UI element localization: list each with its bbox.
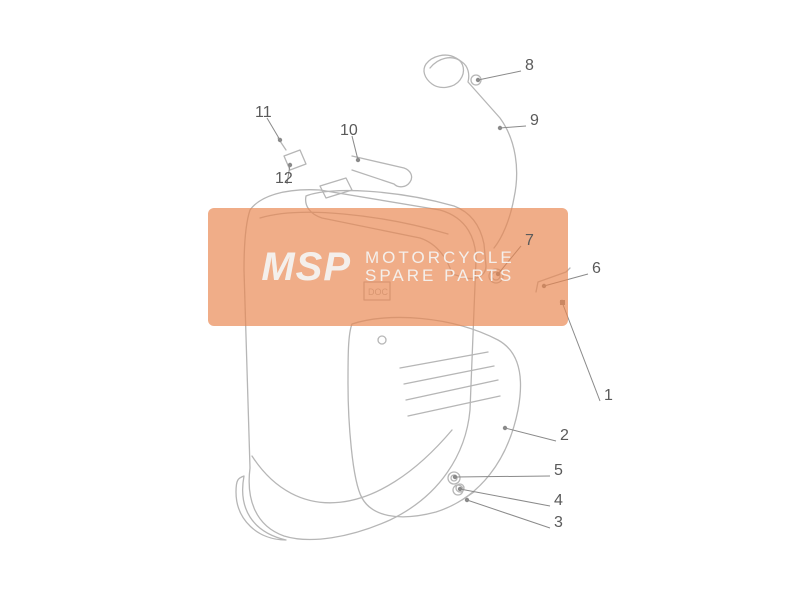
callout-8: 8 bbox=[525, 57, 534, 75]
watermark-logo-text: MSP bbox=[261, 245, 351, 290]
callout-7: 7 bbox=[525, 232, 534, 250]
callout-12: 12 bbox=[275, 170, 293, 188]
callout-9: 9 bbox=[530, 112, 539, 130]
callout-4: 4 bbox=[554, 492, 563, 510]
callout-3: 3 bbox=[554, 514, 563, 532]
watermark-tagline: MOTORCYCLE SPARE PARTS bbox=[365, 249, 515, 285]
callout-6: 6 bbox=[592, 260, 601, 278]
watermark-line2: SPARE PARTS bbox=[365, 267, 515, 285]
callout-10: 10 bbox=[340, 122, 358, 140]
diagram-stage: DOC MSP MOTORCYCLE SPARE PARTS 123456789… bbox=[0, 0, 800, 603]
watermark-line1: MOTORCYCLE bbox=[365, 249, 515, 267]
callout-11: 11 bbox=[255, 104, 272, 122]
callout-1: 1 bbox=[604, 387, 613, 405]
callout-2: 2 bbox=[560, 427, 569, 445]
watermark-badge: MSP MOTORCYCLE SPARE PARTS bbox=[208, 208, 568, 326]
callout-5: 5 bbox=[554, 462, 563, 480]
